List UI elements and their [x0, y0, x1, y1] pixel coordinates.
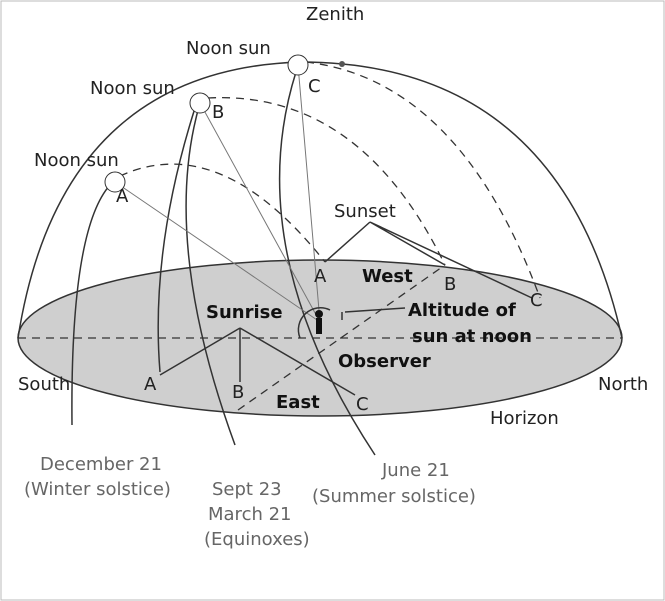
label: Sunrise: [206, 302, 283, 323]
label: Horizon: [490, 408, 559, 429]
december-rise: [157, 107, 196, 373]
label: North: [598, 374, 648, 395]
label: West: [362, 266, 413, 287]
equinox-descent: [207, 97, 446, 266]
noon-sun-a: [104, 171, 126, 193]
label: C: [530, 290, 543, 311]
observer-figure: [316, 318, 322, 334]
label: A: [314, 266, 327, 287]
observer-head: [315, 310, 323, 318]
label: (Summer solstice): [312, 486, 476, 507]
sunrise-pointers: [159, 327, 356, 396]
label: Sunset: [334, 201, 396, 222]
label: C: [356, 394, 369, 415]
june-descent: [305, 61, 541, 299]
altitude-pointer: [341, 307, 406, 320]
zenith-point: [339, 61, 345, 67]
noon-sun-b: [189, 92, 211, 114]
noon-sun-c: [287, 54, 309, 76]
december-path: [71, 184, 111, 426]
sun-lines: [114, 64, 321, 323]
equinox-path: [185, 102, 236, 446]
sunset-pointers: [324, 221, 533, 299]
label: A: [144, 374, 157, 395]
label: Noon sun: [34, 150, 119, 171]
december-descent: [119, 163, 326, 263]
label: B: [212, 102, 224, 123]
label: B: [444, 274, 456, 295]
label: Zenith: [306, 4, 364, 25]
label: Noon sun: [90, 78, 175, 99]
label: Altitude of: [408, 300, 516, 321]
label: sun at noon: [412, 326, 532, 347]
east-west-line: [237, 264, 446, 411]
june-path: [278, 71, 376, 456]
altitude-arc: [297, 307, 331, 339]
label: East: [276, 392, 320, 413]
label: C: [308, 76, 321, 97]
label: (Winter solstice): [24, 479, 171, 500]
label: Noon sun: [186, 38, 271, 59]
label: March 21: [208, 504, 292, 525]
label: B: [232, 382, 244, 403]
label: Observer: [338, 351, 431, 372]
label: June 21: [381, 460, 450, 481]
label: December 21: [40, 454, 162, 475]
label: A: [116, 186, 129, 207]
label: South: [18, 374, 70, 395]
label: (Equinoxes): [204, 529, 310, 550]
label: Sept 23: [212, 479, 282, 500]
